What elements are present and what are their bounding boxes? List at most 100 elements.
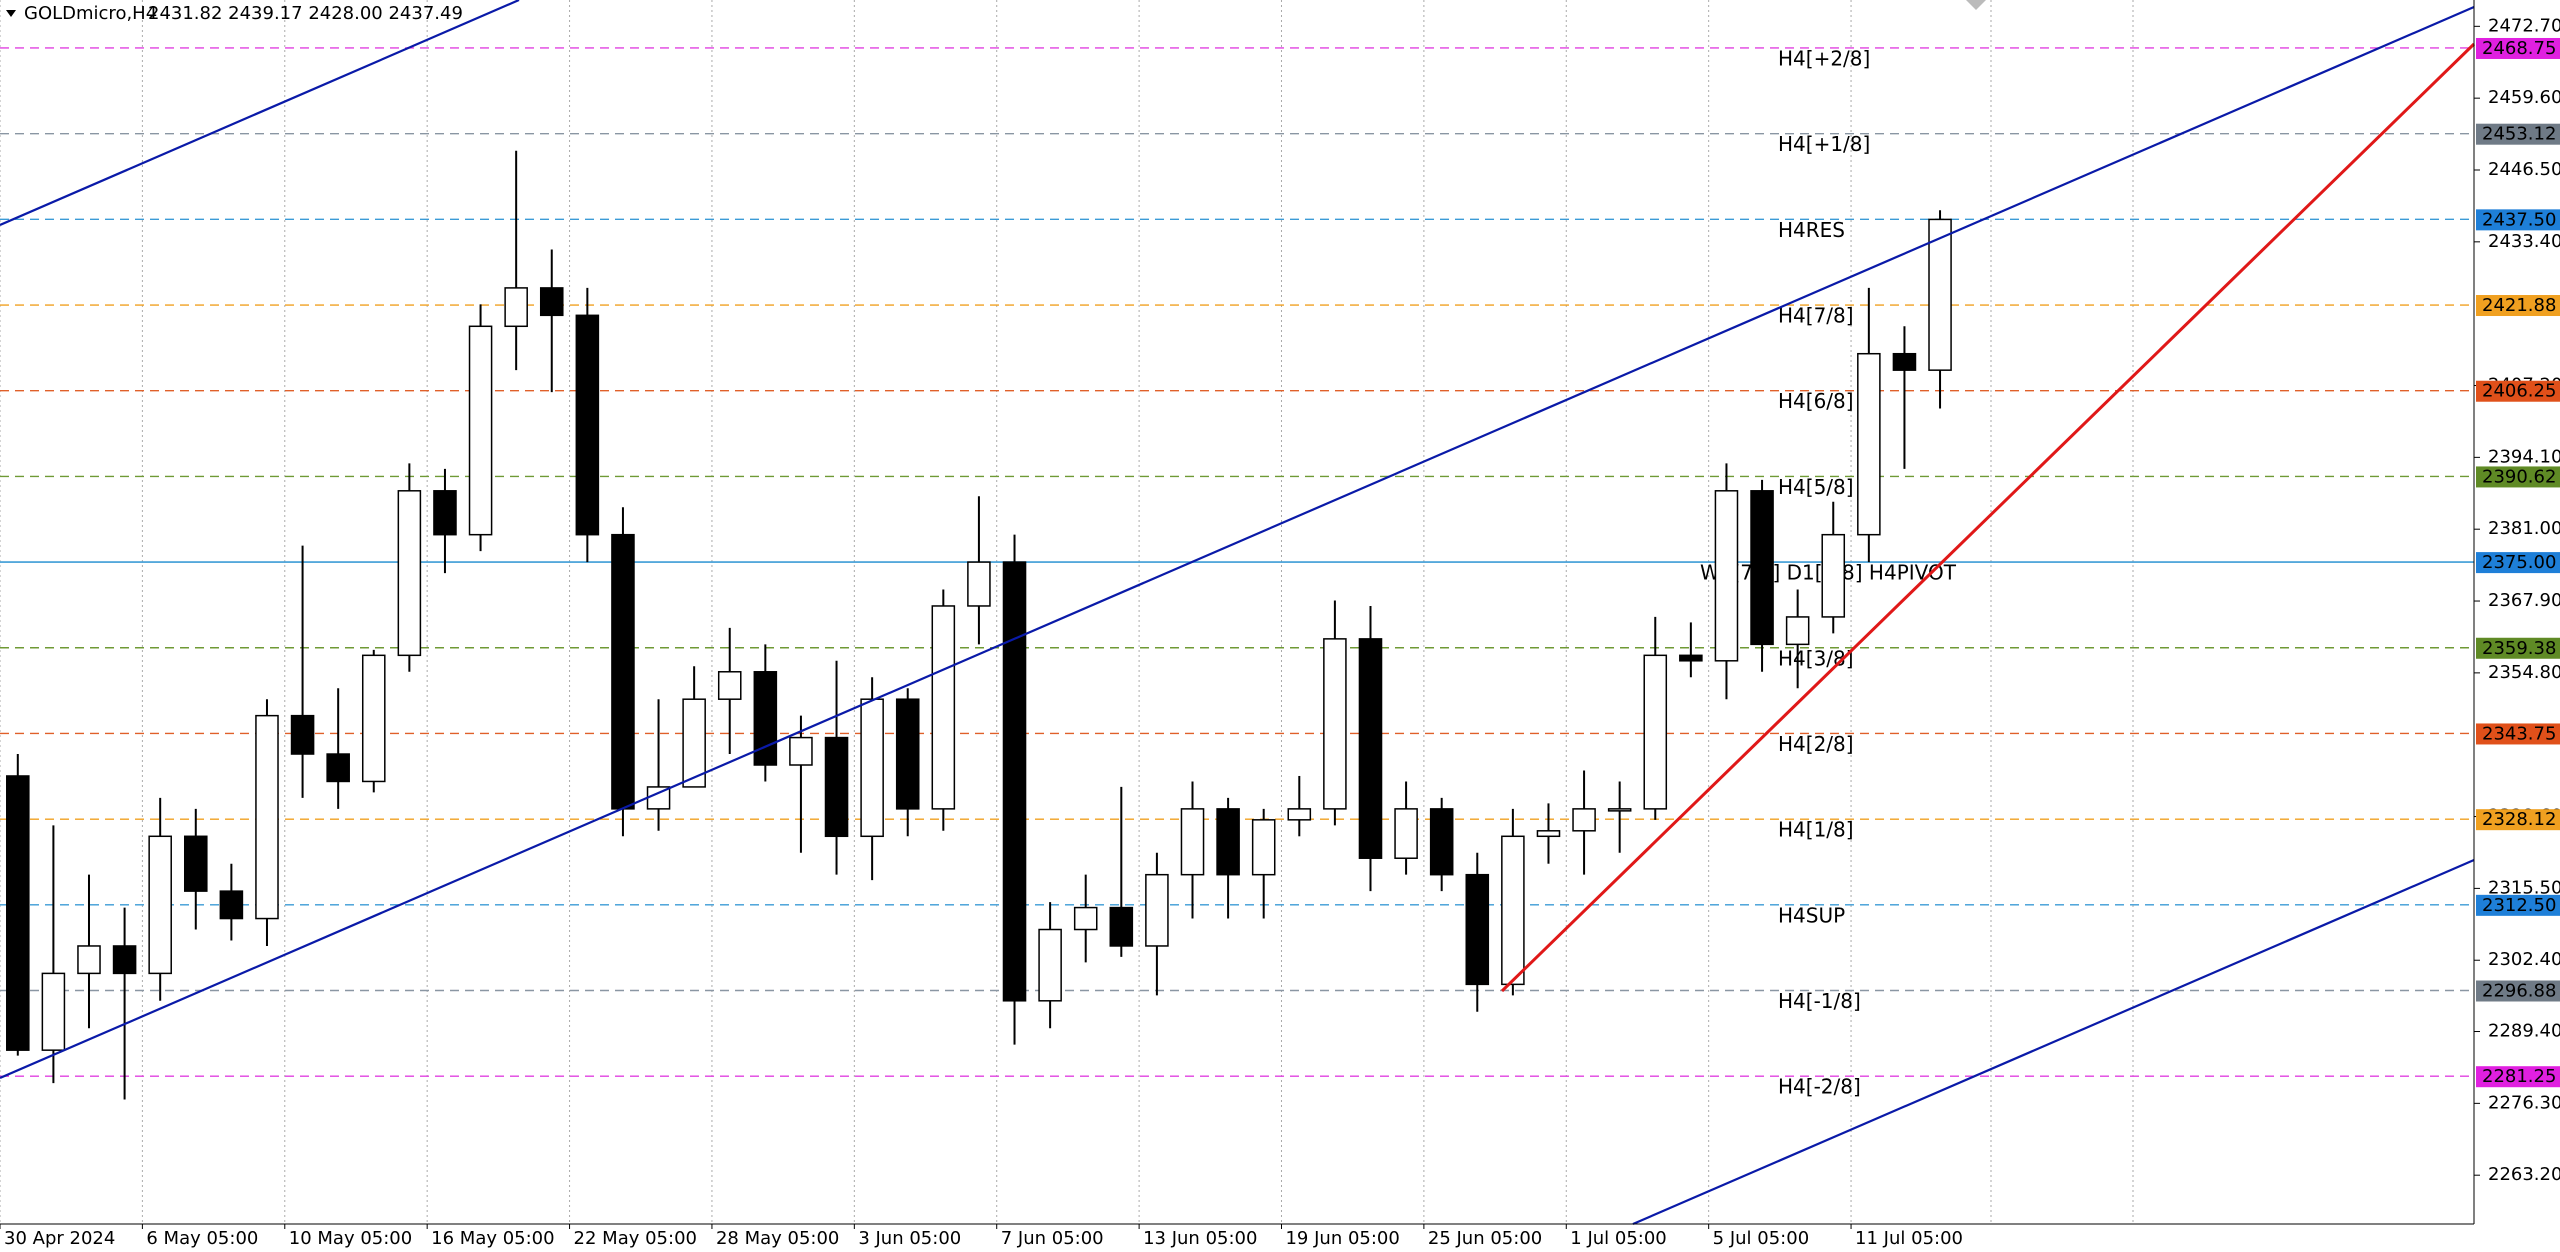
- axes: 30 Apr 2024 6 May 05:00 10 May 05:00 16 May…: [0, 15, 2560, 1249]
- x-tick-label: 25 Jun 05:00: [1428, 1228, 1542, 1249]
- shift-marker: [1966, 0, 1986, 10]
- x-tick-label: 11 Jul 05:00: [1855, 1228, 1963, 1249]
- price-label-box: [2476, 980, 2560, 1002]
- candle-body: [575, 314, 600, 536]
- price-label: 2328.12: [2482, 809, 2556, 830]
- x-tick-label: 5 Jul 05:00: [1713, 1228, 1810, 1249]
- candle-body: [1572, 808, 1596, 832]
- candle-body: [1251, 819, 1276, 876]
- price-label: 2281.25: [2482, 1066, 2556, 1087]
- candle-body: [1002, 561, 1027, 1002]
- price-label-box: [2476, 209, 2560, 231]
- level-name: H4[+1/8]: [1778, 132, 1870, 156]
- level-name: H4[-2/8]: [1778, 1075, 1861, 1099]
- price-label: 2453.12: [2482, 124, 2556, 145]
- candle-body: [1785, 616, 1810, 646]
- price-label-box: [2476, 466, 2560, 488]
- candle-body: [219, 890, 244, 920]
- candle-body: [611, 533, 635, 810]
- candle-body: [1073, 906, 1098, 931]
- x-tick-label: 6 May 05:00: [146, 1228, 258, 1249]
- price-label: 2406.25: [2482, 381, 2556, 402]
- candle-body: [397, 490, 422, 657]
- level-name: H4[2/8]: [1778, 732, 1854, 756]
- x-tick-label: 10 May 05:00: [289, 1228, 412, 1249]
- price-label: 2390.62: [2482, 466, 2556, 487]
- level-name: H4[3/8]: [1778, 646, 1854, 670]
- price-label: 2421.88: [2482, 295, 2556, 316]
- candle-body: [1429, 808, 1454, 876]
- candle-body: [860, 698, 884, 838]
- price-label: 2312.50: [2482, 895, 2556, 916]
- candle-body: [1394, 808, 1418, 859]
- x-tick-label: 16 May 05:00: [431, 1228, 554, 1249]
- y-tick-label: 2354.80: [2488, 662, 2560, 683]
- price-label-box: [2476, 552, 2560, 574]
- y-tick-label: 2472.70: [2488, 15, 2560, 36]
- price-label: 2468.75: [2482, 38, 2556, 59]
- candle-body: [504, 287, 528, 328]
- y-tick-label: 2381.00: [2488, 518, 2560, 539]
- candle-body: [539, 287, 564, 317]
- candle-body: [895, 698, 920, 810]
- candle-body: [77, 945, 101, 975]
- y-tick-label: 2459.60: [2488, 87, 2560, 108]
- price-label-box: [2476, 1066, 2560, 1088]
- price-label: 2359.38: [2482, 638, 2556, 659]
- y-tick-label: 2446.50: [2488, 159, 2560, 180]
- price-label-box: [2476, 380, 2560, 402]
- trend-line: [1500, 42, 2476, 993]
- y-tick-label: 2367.90: [2488, 590, 2560, 611]
- level-name: H4RES: [1778, 218, 1845, 242]
- y-tick-label: 2394.10: [2488, 446, 2560, 467]
- candle-body: [1465, 873, 1490, 986]
- y-tick-label: 2263.20: [2488, 1164, 2560, 1185]
- candle-body: [753, 671, 778, 766]
- x-tick-label: 1 Jul 05:00: [1570, 1228, 1667, 1249]
- x-tick-label: 3 Jun 05:00: [858, 1228, 961, 1249]
- price-label-box: [2476, 894, 2560, 916]
- menu-arrow: [6, 10, 16, 17]
- level-name: H4[7/8]: [1778, 304, 1854, 328]
- candle-body: [255, 714, 279, 920]
- candle-body: [148, 835, 172, 975]
- channel-line: [1632, 858, 2475, 1226]
- candle-body: [1109, 906, 1134, 947]
- y-tick-label: 2289.40: [2488, 1021, 2560, 1042]
- price-label-box: [2476, 723, 2560, 745]
- candle-body: [1536, 830, 1561, 838]
- price-label: 2296.88: [2482, 980, 2556, 1001]
- candle-body: [824, 736, 849, 838]
- candle-body: [361, 654, 386, 783]
- trendlines: [0, 0, 2476, 1226]
- candle-body: [1643, 654, 1668, 810]
- candle-body: [433, 490, 457, 536]
- candle-body: [1679, 654, 1703, 662]
- last-bar-values: 2431.82 2439.17 2428.00 2437.49: [148, 3, 463, 24]
- y-tick-label: 2276.30: [2488, 1092, 2560, 1113]
- candle-body: [290, 714, 315, 755]
- y-tick-label: 2315.50: [2488, 877, 2560, 898]
- level-name: H4[5/8]: [1778, 475, 1854, 499]
- levels: H4[+2/8] H4[+1/8] H4RES H4[7/8] H4[6/8] H4[5/…: [0, 46, 2474, 1099]
- candle-body: [1928, 218, 1952, 371]
- candle-body: [682, 698, 706, 788]
- candle-body: [1857, 352, 1881, 536]
- channel-line: [0, 0, 520, 227]
- price-label-box: [2476, 637, 2560, 659]
- level-name: H4[-1/8]: [1778, 989, 1861, 1013]
- level-name: H4[+2/8]: [1778, 46, 1870, 70]
- price-label-box: [2476, 37, 2560, 59]
- candle-body: [1323, 638, 1347, 810]
- candle-body: [112, 945, 137, 975]
- candle-body: [1501, 835, 1525, 986]
- x-tick-label: 19 Jun 05:00: [1285, 1228, 1399, 1249]
- candle-body: [326, 753, 350, 783]
- grid: [0, 0, 2134, 1224]
- candle-body: [1287, 808, 1312, 821]
- price-label: 2437.50: [2482, 209, 2556, 230]
- candle-body: [1145, 873, 1169, 947]
- candle-body: [1821, 533, 1846, 618]
- candle-body: [1358, 638, 1383, 859]
- candle-body: [789, 736, 813, 766]
